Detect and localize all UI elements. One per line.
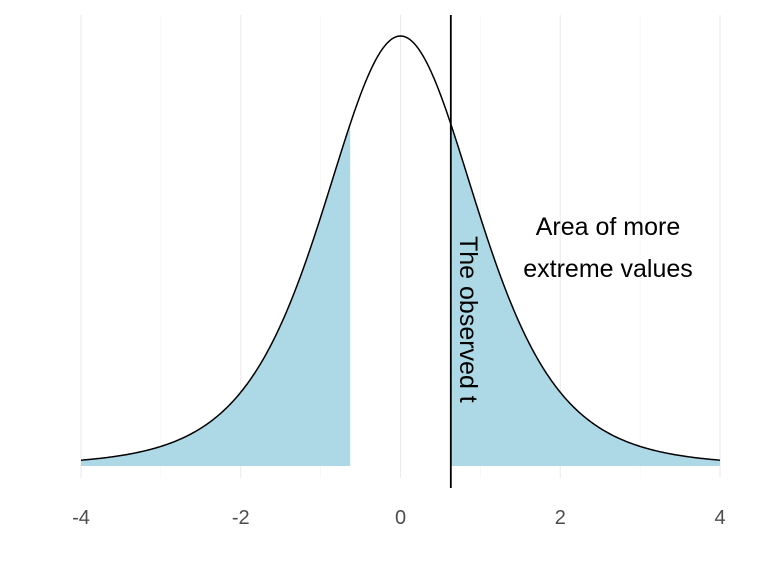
density-curve	[80, 35, 721, 461]
area-label-line1: Area of more	[536, 213, 681, 241]
x-tick-label: 0	[395, 507, 406, 529]
x-tick-label: 2	[555, 507, 566, 529]
left-tail-area	[81, 124, 351, 466]
observed-t-label: The observed t	[454, 236, 482, 403]
area-label-line2: extreme values	[523, 255, 693, 283]
grid-lines	[80, 15, 721, 478]
x-axis-tick-labels: -4 -2 0 2 4	[72, 507, 725, 529]
x-tick-label: -4	[72, 507, 90, 529]
x-tick-label: 4	[714, 507, 725, 529]
x-tick-label: -2	[232, 507, 250, 529]
shaded-tail-areas	[81, 124, 720, 466]
right-tail-area	[450, 124, 720, 466]
